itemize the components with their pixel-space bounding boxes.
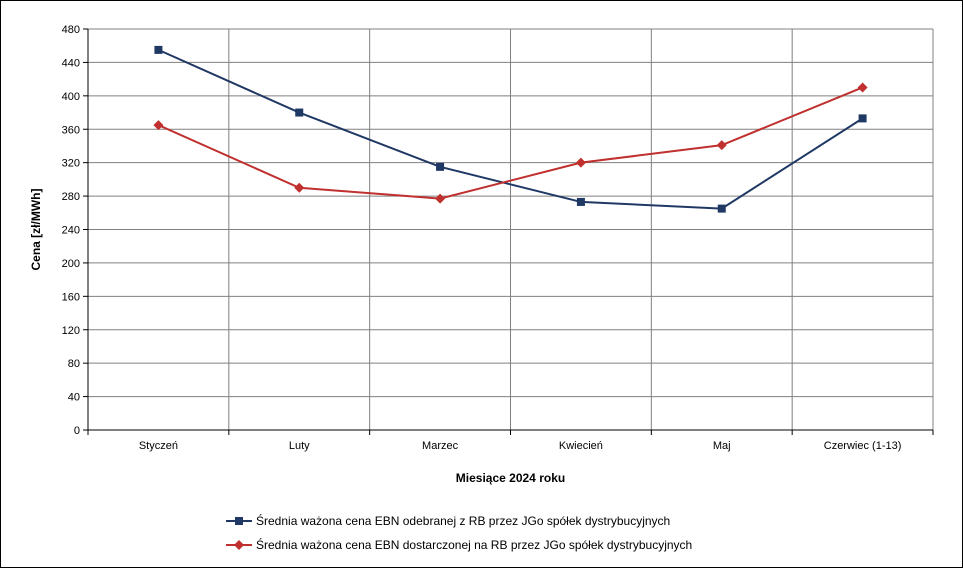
series-1-line bbox=[158, 48, 864, 210]
y-tick-label: 40 bbox=[68, 392, 80, 404]
y-tick-label: 440 bbox=[62, 57, 80, 69]
series-2-point bbox=[575, 157, 586, 168]
x-axis-title: Miesiące 2024 roku bbox=[456, 471, 565, 485]
grid-lines bbox=[88, 28, 934, 430]
x-tick-label: Styczeń bbox=[139, 440, 178, 452]
series-1-point bbox=[717, 204, 726, 213]
y-tick-label: 400 bbox=[62, 91, 80, 103]
axes: 0 40 80 120 160 200 240 280 320 360 400 440 480 Stycz… bbox=[62, 24, 934, 452]
legend-label-2: Średnia ważona cena EBN dostarczonej na … bbox=[256, 537, 692, 552]
x-tick-label: Marzec bbox=[422, 440, 459, 452]
x-tick-label: Czerwiec (1-13) bbox=[824, 440, 902, 452]
y-tick-label: 240 bbox=[62, 225, 80, 237]
series-1-point bbox=[436, 162, 445, 171]
y-tick-label: 480 bbox=[62, 24, 80, 36]
y-tick-label: 200 bbox=[62, 258, 80, 270]
y-axis-title: Cena [zł/MWh] bbox=[29, 189, 43, 271]
y-tick-label: 80 bbox=[68, 358, 80, 370]
y-tick-label: 120 bbox=[62, 325, 80, 337]
series-layer bbox=[153, 45, 868, 213]
legend-marker-2 bbox=[234, 540, 244, 550]
series-1-point bbox=[576, 197, 585, 206]
series-2-point bbox=[716, 140, 727, 151]
y-tick-label: 280 bbox=[62, 191, 80, 203]
y-tick-label: 360 bbox=[62, 124, 80, 136]
x-tick-label: Kwiecień bbox=[559, 440, 603, 452]
series-1-point bbox=[295, 108, 304, 117]
x-tick-label: Maj bbox=[713, 440, 731, 452]
series-1-point bbox=[858, 114, 867, 123]
legend-label-1: Średnia ważona cena EBN odebranej z RB p… bbox=[256, 513, 670, 528]
series-2-point bbox=[294, 182, 305, 193]
series-1-point bbox=[154, 45, 163, 54]
series-2-point bbox=[153, 120, 164, 131]
legend-marker-1 bbox=[235, 517, 243, 525]
y-tick-label: 320 bbox=[62, 158, 80, 170]
series-2-point bbox=[857, 82, 868, 93]
y-tick-label: 0 bbox=[74, 425, 80, 437]
legend: Średnia ważona cena EBN odebranej z RB p… bbox=[226, 513, 692, 552]
series-2-point bbox=[435, 193, 446, 204]
x-tick-label: Luty bbox=[289, 440, 310, 452]
y-tick-label: 160 bbox=[62, 291, 80, 303]
series-2-line bbox=[158, 86, 863, 200]
